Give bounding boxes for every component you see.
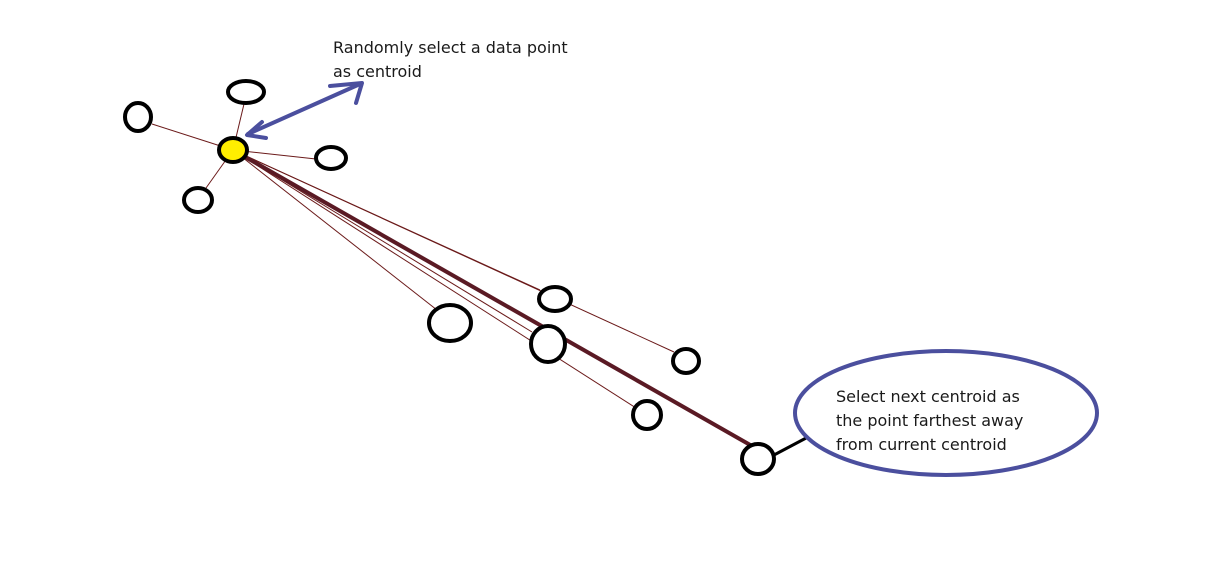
annotation-text: Randomly select a data point as centroid (333, 38, 573, 81)
callout-connector-line (773, 435, 809, 457)
data-point (537, 285, 573, 313)
initial-centroid (217, 136, 249, 164)
data-point (182, 186, 214, 214)
callout-text: Select next centroid as the point farthe… (836, 387, 1028, 454)
annotation-arrow (245, 81, 364, 140)
data-point (314, 145, 348, 171)
annotation-line-1: Randomly select a data point (333, 38, 568, 57)
farthest-data-point (740, 442, 776, 476)
callout-bubble (793, 349, 1099, 477)
distance-line-far-right (232, 149, 675, 353)
data-point (226, 79, 266, 105)
distance-line-middle-large (232, 149, 438, 311)
callout-line-2: the point farthest away (836, 411, 1023, 430)
data-point (427, 303, 473, 343)
data-points (123, 79, 776, 476)
farthest-distance-line (232, 148, 753, 448)
annotation-arrow-shaft (246, 82, 362, 136)
annotation-arrow-head-bottom (245, 120, 268, 140)
data-point (671, 347, 701, 375)
distance-line-lower-right (232, 149, 637, 409)
data-point (529, 324, 567, 364)
callout-line-3: from current centroid (836, 435, 1007, 454)
callout-line-1: Select next centroid as (836, 387, 1020, 406)
data-point (631, 399, 663, 431)
annotation-arrow-head-top (328, 81, 364, 105)
data-point (123, 101, 153, 133)
annotation-line-2: as centroid (333, 62, 422, 81)
